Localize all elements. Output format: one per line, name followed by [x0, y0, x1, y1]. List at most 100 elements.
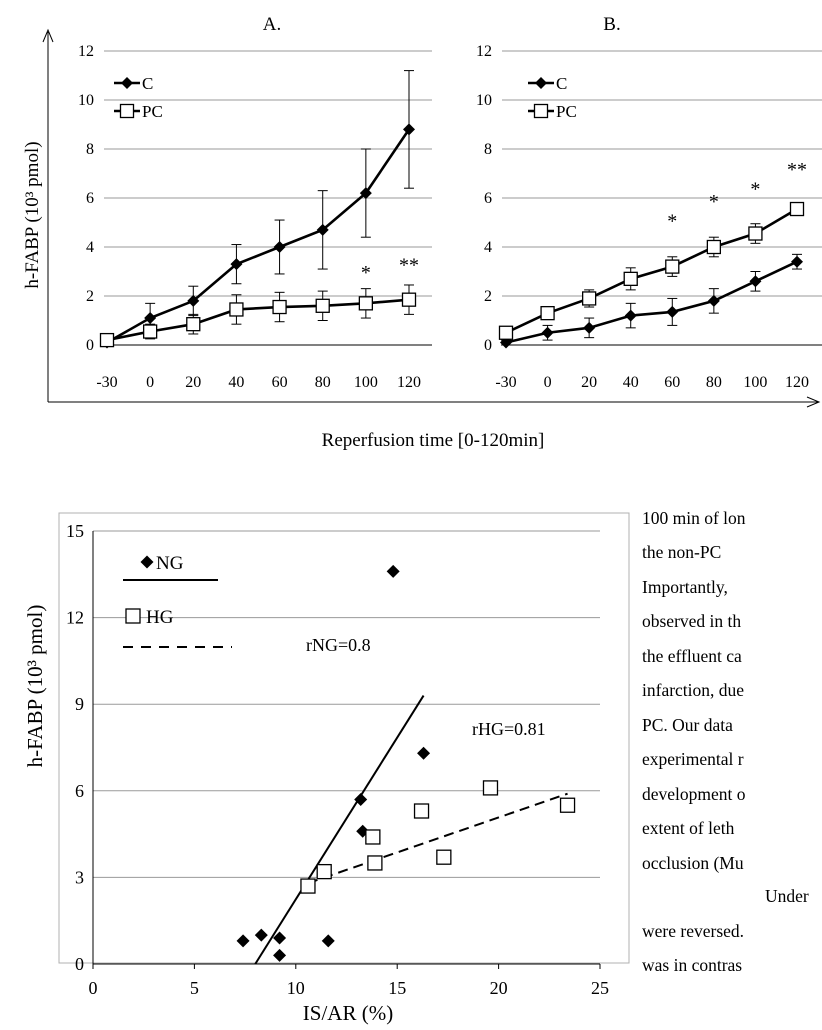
y-tick-label: 3 [75, 867, 84, 887]
y-tick-label: 10 [476, 92, 492, 109]
x-tick-label: -30 [495, 374, 516, 391]
paragraph-line: extent of leth [642, 818, 735, 838]
data-point-c [230, 258, 243, 271]
paragraph-line: 100 min of lon [642, 508, 746, 528]
data-point-ng [417, 746, 431, 760]
significance-marker: * [750, 179, 760, 201]
panel-b-title: B. [603, 14, 620, 35]
data-point-ng [354, 792, 368, 806]
paragraph-line: occlusion (Mu [642, 853, 744, 873]
y-tick-label: 2 [484, 288, 492, 305]
data-point-pc [581, 291, 597, 306]
x-tick-label: 80 [706, 374, 722, 391]
data-point-c [403, 123, 415, 136]
big-y-axis-arrow-icon [42, 28, 54, 43]
data-point-pc [99, 332, 115, 348]
legend-marker-hg [125, 608, 141, 624]
data-point-pc [401, 292, 417, 307]
paragraph-line: development o [642, 784, 746, 804]
x-tick-label: 5 [190, 978, 199, 998]
x-tick-label: 60 [272, 374, 288, 391]
trendline-ng [254, 695, 425, 965]
y-tick-label: 6 [86, 190, 94, 207]
y-tick-label: 2 [86, 288, 94, 305]
legend-marker-pc [533, 103, 549, 119]
data-point-pc [142, 324, 158, 339]
data-point-ng [273, 931, 287, 945]
data-point-c [583, 321, 596, 334]
y-tick-label: 4 [86, 239, 94, 256]
x-tick-label: 20 [490, 978, 508, 998]
significance-marker: ** [399, 255, 419, 277]
legend-label-ng: NG [156, 553, 184, 574]
data-point-c [144, 312, 157, 325]
y-tick-label: 12 [78, 43, 94, 60]
data-point-pc [706, 239, 722, 255]
data-point-pc [358, 296, 374, 311]
paragraph-line: experimental r [642, 749, 744, 769]
data-point-c [273, 241, 286, 253]
x-tick-label: 0 [544, 374, 552, 391]
series-line-c [106, 128, 411, 344]
y-tick-label: 0 [484, 337, 492, 354]
data-point-hg [365, 829, 381, 845]
legend-label-c: C [142, 74, 153, 93]
legend-marker-c [121, 77, 133, 89]
data-point-pc [272, 299, 287, 315]
legend-label-hg: HG [146, 607, 174, 628]
data-point-hg [413, 803, 430, 819]
data-point-ng [254, 928, 268, 942]
data-point-pc [623, 271, 638, 287]
x-tick-label: 20 [185, 374, 201, 391]
y-tick-label: 6 [484, 190, 492, 207]
x-tick-label: 120 [785, 374, 809, 391]
paragraph-line: Importantly, [642, 577, 728, 597]
x-tick-label: 10 [287, 978, 305, 998]
data-point-c [359, 187, 372, 200]
y-tick-label: 0 [75, 954, 84, 974]
data-point-c [187, 294, 200, 307]
data-point-c [749, 275, 762, 288]
paragraph-line: the effluent ca [642, 646, 742, 666]
x-tick-label: 60 [664, 374, 680, 391]
paragraph-line: were reversed. [642, 921, 745, 941]
x-tick-label: 100 [743, 374, 767, 391]
legend-label-pc: PC [556, 102, 577, 121]
paragraph-line: the non-PC [642, 542, 722, 562]
significance-marker: * [361, 262, 371, 284]
data-point-hg [367, 855, 383, 871]
x-tick-label: 25 [591, 978, 609, 998]
legend-marker-c [535, 77, 547, 89]
data-point-ng [386, 564, 400, 578]
legend-label-pc: PC [142, 102, 163, 121]
chart-border [58, 512, 630, 964]
x-tick-label: 100 [354, 374, 378, 391]
data-point-hg [482, 780, 499, 796]
data-point-ng [273, 948, 287, 962]
r-hg-annotation: rHG=0.81 [472, 719, 546, 739]
data-point-pc [789, 201, 805, 217]
y-tick-label: 9 [75, 694, 84, 714]
y-tick-label: 8 [86, 141, 94, 158]
data-point-c [316, 223, 329, 236]
panel-a-title: A. [263, 14, 281, 35]
top-y-axis-label: h-FABP (10³ pmol) [22, 141, 43, 288]
big-x-axis-arrow-icon [806, 396, 821, 408]
scatter-y-axis-label: h-FABP (10³ pmol) [23, 605, 47, 768]
x-tick-label: 15 [388, 978, 406, 998]
top-x-axis-label: Reperfusion time [0-120min] [322, 430, 545, 451]
y-tick-label: 4 [484, 239, 492, 256]
data-point-hg [316, 863, 332, 880]
series-line-pc [106, 298, 410, 342]
data-point-pc [186, 317, 201, 332]
y-tick-label: 6 [75, 781, 84, 801]
x-tick-label: 40 [228, 374, 244, 391]
y-tick-label: 15 [66, 521, 84, 541]
y-tick-label: 8 [484, 141, 492, 158]
data-point-pc [498, 325, 514, 340]
significance-marker: * [709, 191, 719, 213]
data-point-ng [321, 934, 335, 948]
significance-marker: ** [787, 159, 807, 181]
